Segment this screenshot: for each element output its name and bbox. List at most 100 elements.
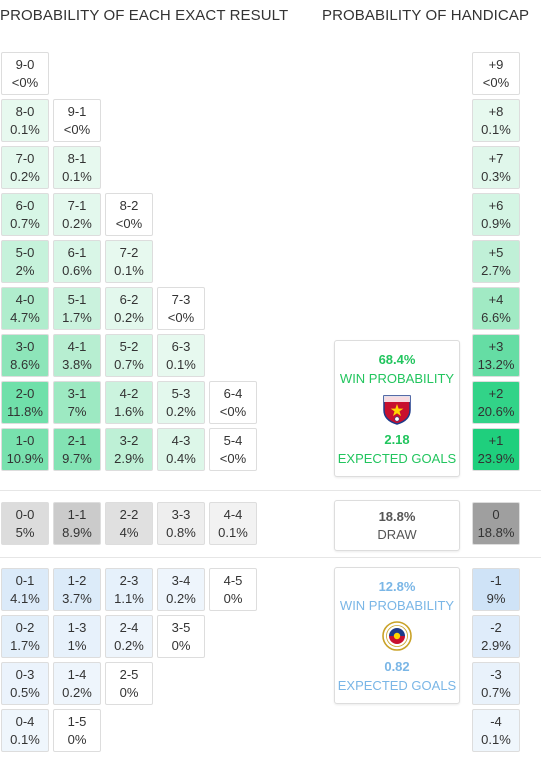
home-win-cell: 4-3 0.4% bbox=[157, 428, 205, 471]
cell-label: 8-2 bbox=[119, 197, 139, 213]
cell-label: 1-1 bbox=[67, 506, 87, 522]
cell-label: 5-0 bbox=[15, 244, 35, 260]
handicap-cell: +2 20.6% bbox=[472, 381, 520, 424]
home-win-cell: 7-1 0.2% bbox=[53, 193, 101, 236]
cell-label: -2 bbox=[490, 619, 502, 635]
home-win-cell: 5-4 <0% bbox=[209, 428, 257, 471]
cell-probability: 0.8% bbox=[166, 524, 196, 540]
cell-probability: <0% bbox=[115, 215, 143, 231]
cell-probability: 1.6% bbox=[114, 403, 144, 419]
cell-probability: 3.7% bbox=[62, 590, 92, 606]
home-expected-goals-value: 2.18 bbox=[384, 431, 410, 447]
away-win-cell: 0-3 0.5% bbox=[1, 662, 49, 705]
cell-label: 7-0 bbox=[15, 150, 35, 166]
cell-label: +8 bbox=[488, 103, 504, 119]
draw-label: DRAW bbox=[377, 527, 417, 542]
cell-label: 4-2 bbox=[119, 385, 139, 401]
cell-probability: 1% bbox=[67, 637, 87, 653]
cell-label: 5-3 bbox=[171, 385, 191, 401]
cell-probability: 0.1% bbox=[481, 121, 511, 137]
divider-draw-away bbox=[0, 557, 541, 558]
home-win-cell: 4-1 3.8% bbox=[53, 334, 101, 377]
cell-probability: <0% bbox=[482, 74, 510, 90]
cell-label: 8-0 bbox=[15, 103, 35, 119]
home-win-cell: 5-0 2% bbox=[1, 240, 49, 283]
away-win-label: WIN PROBABILITY bbox=[339, 597, 455, 613]
home-win-cell: 2-1 9.7% bbox=[53, 428, 101, 471]
home-win-cell: 6-2 0.2% bbox=[105, 287, 153, 330]
cell-label: +6 bbox=[488, 197, 504, 213]
draw-cell: 2-2 4% bbox=[105, 502, 153, 545]
away-win-cell: 2-4 0.2% bbox=[105, 615, 153, 658]
cell-label: 8-1 bbox=[67, 150, 87, 166]
cell-probability: 0.4% bbox=[166, 450, 196, 466]
home-win-cell: 5-2 0.7% bbox=[105, 334, 153, 377]
draw-percentage: 18.8% bbox=[378, 509, 416, 524]
cell-label: +1 bbox=[488, 432, 504, 448]
cell-label: 0-3 bbox=[15, 666, 35, 682]
cell-label: 6-1 bbox=[67, 244, 87, 260]
cell-probability: 0.2% bbox=[62, 684, 92, 700]
cell-probability: 0.1% bbox=[62, 168, 92, 184]
cell-probability: 0% bbox=[171, 637, 191, 653]
handicap-cell: -1 9% bbox=[472, 568, 520, 611]
cell-label: +4 bbox=[488, 291, 504, 307]
handicap-cell: +4 6.6% bbox=[472, 287, 520, 330]
away-win-cell: 2-3 1.1% bbox=[105, 568, 153, 611]
cell-label: -1 bbox=[490, 572, 502, 588]
home-win-cell: 2-0 11.8% bbox=[1, 381, 49, 424]
home-win-cell: 1-0 10.9% bbox=[1, 428, 49, 471]
cell-label: 1-0 bbox=[15, 432, 35, 448]
cell-label: 3-3 bbox=[171, 506, 191, 522]
cell-label: 0 bbox=[492, 506, 500, 522]
draw-cell: 3-3 0.8% bbox=[157, 502, 205, 545]
cell-label: 3-2 bbox=[119, 432, 139, 448]
away-expected-goals-value: 0.82 bbox=[384, 658, 410, 674]
home-win-cell: 9-0 <0% bbox=[1, 52, 49, 95]
away-win-cell: 1-5 0% bbox=[53, 709, 101, 752]
away-win-cell: 3-4 0.2% bbox=[157, 568, 205, 611]
home-win-cell: 7-0 0.2% bbox=[1, 146, 49, 189]
cell-probability: 0.2% bbox=[10, 168, 40, 184]
cell-label: 1-4 bbox=[67, 666, 87, 682]
cell-probability: 0.6% bbox=[62, 262, 92, 278]
home-win-cell: 6-3 0.1% bbox=[157, 334, 205, 377]
cell-label: 5-1 bbox=[67, 291, 87, 307]
home-win-cell: 3-0 8.6% bbox=[1, 334, 49, 377]
cell-label: 4-5 bbox=[223, 572, 243, 588]
home-summary-card: 68.4% WIN PROBABILITY 2.18 EXPECTED GOAL… bbox=[334, 340, 460, 477]
cell-label: 2-0 bbox=[15, 385, 35, 401]
cell-label: 0-1 bbox=[15, 572, 35, 588]
cell-probability: 0.1% bbox=[10, 731, 40, 747]
cell-label: +3 bbox=[488, 338, 504, 354]
cell-probability: 4.1% bbox=[10, 590, 40, 606]
handicap-cell: -3 0.7% bbox=[472, 662, 520, 705]
cell-probability: 2% bbox=[15, 262, 35, 278]
cell-probability: 0.1% bbox=[218, 524, 248, 540]
cell-probability: 2.9% bbox=[114, 450, 144, 466]
cell-label: 4-0 bbox=[15, 291, 35, 307]
cell-probability: 23.9% bbox=[477, 450, 515, 466]
cell-probability: 9% bbox=[486, 590, 506, 606]
handicap-cell: +9 <0% bbox=[472, 52, 520, 95]
cell-label: +9 bbox=[488, 56, 504, 72]
cell-label: 0-4 bbox=[15, 713, 35, 729]
home-expected-goals-label: EXPECTED GOALS bbox=[337, 450, 457, 466]
away-win-cell: 4-5 0% bbox=[209, 568, 257, 611]
cell-label: +5 bbox=[488, 244, 504, 260]
handicap-header: PROBABILITY OF HANDICAP bbox=[322, 7, 530, 24]
cell-probability: 11.8% bbox=[7, 403, 43, 419]
cell-probability: 2.9% bbox=[481, 637, 511, 653]
handicap-cell: +1 23.9% bbox=[472, 428, 520, 471]
draw-cell: 1-1 8.9% bbox=[53, 502, 101, 545]
cell-probability: 4.7% bbox=[10, 309, 40, 325]
cell-label: 6-3 bbox=[171, 338, 191, 354]
away-win-cell: 2-5 0% bbox=[105, 662, 153, 705]
cell-label: 6-2 bbox=[119, 291, 139, 307]
cell-probability: 0.7% bbox=[10, 215, 40, 231]
cell-label: 3-4 bbox=[171, 572, 191, 588]
cell-label: 3-5 bbox=[171, 619, 191, 635]
away-win-cell: 0-4 0.1% bbox=[1, 709, 49, 752]
cell-label: 6-0 bbox=[15, 197, 35, 213]
home-win-cell: 4-2 1.6% bbox=[105, 381, 153, 424]
